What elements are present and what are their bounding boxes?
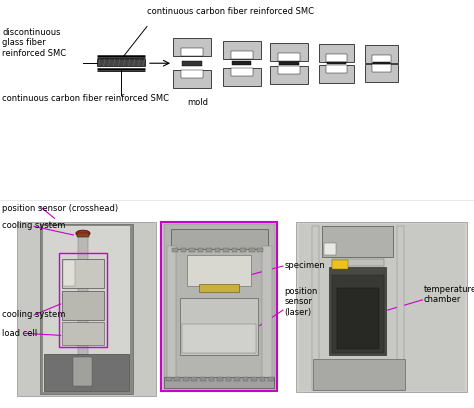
Bar xyxy=(209,377,214,381)
Text: temperature
chamber: temperature chamber xyxy=(424,285,474,304)
Text: specimen: specimen xyxy=(284,261,325,270)
Bar xyxy=(280,62,299,64)
Bar xyxy=(328,62,346,64)
Bar xyxy=(183,377,189,381)
Bar xyxy=(191,377,197,381)
Bar xyxy=(337,288,379,349)
Bar xyxy=(164,377,274,388)
Bar xyxy=(182,61,202,66)
Text: mold: mold xyxy=(187,98,208,107)
Bar xyxy=(62,322,104,345)
Bar xyxy=(260,377,265,381)
Bar xyxy=(332,275,384,353)
Bar xyxy=(62,259,104,288)
Bar xyxy=(43,226,130,392)
Bar xyxy=(199,284,239,292)
Bar xyxy=(322,226,393,257)
Bar xyxy=(180,298,258,355)
Bar xyxy=(234,377,240,381)
Bar xyxy=(187,255,251,286)
Bar xyxy=(326,64,347,73)
Bar xyxy=(226,377,231,381)
Bar xyxy=(166,377,172,381)
Bar xyxy=(217,377,223,381)
Text: continuous carbon fiber reinforced SMC: continuous carbon fiber reinforced SMC xyxy=(147,7,314,16)
Bar xyxy=(78,237,88,384)
Bar xyxy=(161,222,277,391)
Bar xyxy=(270,66,308,84)
Bar xyxy=(172,248,178,252)
Bar xyxy=(232,61,251,65)
Bar xyxy=(278,66,300,74)
Bar xyxy=(232,248,237,252)
Bar xyxy=(257,248,263,252)
Bar xyxy=(251,377,257,381)
Text: continuous carbon fiber reinforced SMC: continuous carbon fiber reinforced SMC xyxy=(2,94,169,103)
Bar xyxy=(270,43,308,61)
Bar xyxy=(73,357,92,386)
Bar xyxy=(206,248,212,252)
Text: load cell: load cell xyxy=(2,329,37,338)
Bar xyxy=(215,248,220,252)
Bar xyxy=(319,44,354,62)
Text: position sensor (crosshead): position sensor (crosshead) xyxy=(2,204,118,213)
Bar xyxy=(319,64,354,82)
Bar xyxy=(181,248,186,252)
Bar xyxy=(62,291,104,320)
Bar xyxy=(17,222,156,396)
Bar xyxy=(200,377,206,381)
Bar xyxy=(173,70,211,88)
Bar xyxy=(299,224,465,391)
Bar xyxy=(171,229,268,249)
Bar xyxy=(262,246,272,380)
Bar xyxy=(223,41,261,59)
Bar xyxy=(268,377,274,381)
Bar xyxy=(59,253,107,347)
Bar xyxy=(296,222,467,392)
Bar xyxy=(324,243,336,255)
Bar xyxy=(374,62,390,64)
Bar xyxy=(365,45,398,63)
Bar xyxy=(278,53,300,61)
Bar xyxy=(365,64,398,82)
Text: position
sensor
(laser): position sensor (laser) xyxy=(284,287,318,317)
Bar xyxy=(44,354,129,391)
Bar xyxy=(189,248,195,252)
Text: cooling system: cooling system xyxy=(2,221,66,230)
Bar xyxy=(332,259,384,266)
Bar xyxy=(164,224,275,389)
Bar xyxy=(173,38,211,56)
Bar xyxy=(181,48,203,56)
Bar xyxy=(182,324,256,353)
Bar xyxy=(231,51,253,59)
Bar xyxy=(97,59,145,66)
Bar xyxy=(326,54,347,62)
Bar xyxy=(372,55,391,63)
Bar xyxy=(63,260,75,286)
Text: cooling system: cooling system xyxy=(2,310,66,319)
Bar xyxy=(167,246,176,380)
Bar xyxy=(198,248,203,252)
Bar xyxy=(243,377,248,381)
Bar xyxy=(312,226,319,390)
Bar xyxy=(223,67,261,86)
Bar xyxy=(313,359,405,390)
Bar xyxy=(372,64,391,72)
Bar xyxy=(249,248,255,252)
Bar xyxy=(223,248,229,252)
Bar xyxy=(174,377,180,381)
Bar xyxy=(77,233,89,237)
Bar xyxy=(181,70,203,78)
Bar xyxy=(240,248,246,252)
Ellipse shape xyxy=(76,230,90,237)
Bar xyxy=(231,67,253,75)
Text: discontinuous
glass fiber
reinforced SMC: discontinuous glass fiber reinforced SMC xyxy=(2,28,66,58)
Bar xyxy=(332,260,348,269)
Bar xyxy=(40,224,133,394)
Bar xyxy=(397,226,404,390)
Bar xyxy=(329,267,386,355)
